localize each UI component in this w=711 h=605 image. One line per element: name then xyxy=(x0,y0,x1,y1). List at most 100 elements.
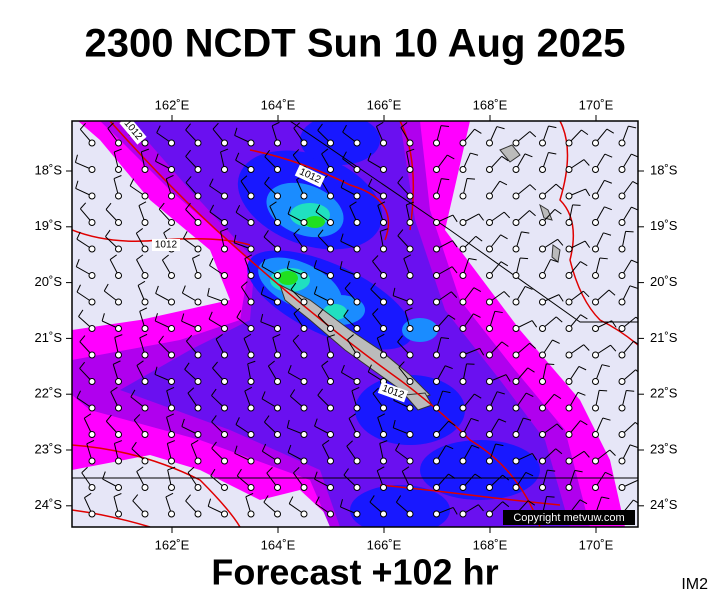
barb-station xyxy=(142,352,148,358)
barb-station xyxy=(275,246,281,252)
barb-station xyxy=(407,485,413,491)
barb-station xyxy=(195,458,201,464)
barb-station xyxy=(195,379,201,385)
barb-station xyxy=(487,299,493,305)
barb-station xyxy=(222,273,228,279)
barb-station xyxy=(248,326,254,332)
barb-station xyxy=(434,432,440,438)
barb-station xyxy=(407,193,413,199)
barb-station xyxy=(222,326,228,332)
barb-station xyxy=(487,193,493,199)
barb-station xyxy=(116,432,122,438)
barb-station xyxy=(434,140,440,146)
barb-station xyxy=(407,511,413,517)
barb-station xyxy=(142,458,148,464)
barb-station xyxy=(460,405,466,411)
barb-station xyxy=(301,220,307,226)
barb-station xyxy=(328,405,334,411)
lat-label: 21˚S xyxy=(35,330,63,345)
barb-station xyxy=(301,273,307,279)
barb-station xyxy=(513,432,519,438)
barb-station xyxy=(513,220,519,226)
barb-station xyxy=(328,485,334,491)
barb-station xyxy=(619,273,625,279)
barb-station xyxy=(540,326,546,332)
barb-station xyxy=(301,511,307,517)
lon-label: 170˚E xyxy=(579,537,614,552)
barb-station xyxy=(275,326,281,332)
barb-station xyxy=(593,220,599,226)
barb-station xyxy=(301,432,307,438)
lon-label: 162˚E xyxy=(155,97,190,112)
barb-station xyxy=(328,140,334,146)
barb-station xyxy=(487,352,493,358)
barb-station xyxy=(460,273,466,279)
barb-station xyxy=(566,167,572,173)
barb-station xyxy=(513,246,519,252)
barb-station xyxy=(275,379,281,385)
barb-station xyxy=(222,167,228,173)
barb-station xyxy=(540,193,546,199)
barb-station xyxy=(407,299,413,305)
barb-station xyxy=(169,511,175,517)
lon-label: 164˚E xyxy=(261,97,296,112)
barb-station xyxy=(593,405,599,411)
barb-station xyxy=(195,485,201,491)
barb-station xyxy=(301,405,307,411)
barb-station xyxy=(142,379,148,385)
lon-label: 168˚E xyxy=(473,537,508,552)
barb-station xyxy=(487,220,493,226)
barb-station xyxy=(195,140,201,146)
barb-station xyxy=(89,299,95,305)
barb-station xyxy=(116,167,122,173)
barb-station xyxy=(619,432,625,438)
barb-station xyxy=(169,432,175,438)
barb-station xyxy=(195,246,201,252)
barb-station xyxy=(222,511,228,517)
barb-station xyxy=(354,299,360,305)
barb-station xyxy=(89,511,95,517)
barb-station xyxy=(222,458,228,464)
barb-station xyxy=(540,246,546,252)
barb-station xyxy=(195,511,201,517)
barb-station xyxy=(381,140,387,146)
barb-station xyxy=(328,511,334,517)
barb-station xyxy=(222,352,228,358)
lon-label: 164˚E xyxy=(261,537,296,552)
barb-station xyxy=(407,220,413,226)
barb-station xyxy=(169,193,175,199)
barb-station xyxy=(513,140,519,146)
lat-label: 19˚S xyxy=(650,218,678,233)
barb-station xyxy=(89,432,95,438)
barb-station xyxy=(487,326,493,332)
barb-station xyxy=(195,405,201,411)
barb-station xyxy=(195,167,201,173)
barb-station xyxy=(248,379,254,385)
barb-feather xyxy=(546,364,554,365)
lon-label: 170˚E xyxy=(579,97,614,112)
barb-station xyxy=(381,352,387,358)
barb-station xyxy=(275,485,281,491)
barb-station xyxy=(460,167,466,173)
lat-label: 22˚S xyxy=(35,386,63,401)
barb-station xyxy=(142,220,148,226)
barb-station xyxy=(381,299,387,305)
barb-station xyxy=(619,140,625,146)
barb-station xyxy=(434,326,440,332)
barb-station xyxy=(381,246,387,252)
barb-station xyxy=(593,246,599,252)
barb-station xyxy=(619,299,625,305)
barb-station xyxy=(248,246,254,252)
lon-label: 166˚E xyxy=(367,97,402,112)
barb-station xyxy=(434,167,440,173)
barb-station xyxy=(407,458,413,464)
barb-station xyxy=(142,432,148,438)
barb-station xyxy=(89,220,95,226)
barb-station xyxy=(593,193,599,199)
barb-station xyxy=(301,379,307,385)
lat-label: 24˚S xyxy=(35,497,63,512)
isobar-label-text: 1012 xyxy=(155,240,178,251)
barb-station xyxy=(381,485,387,491)
barb-feather xyxy=(520,258,528,259)
lat-label: 18˚S xyxy=(650,162,678,177)
